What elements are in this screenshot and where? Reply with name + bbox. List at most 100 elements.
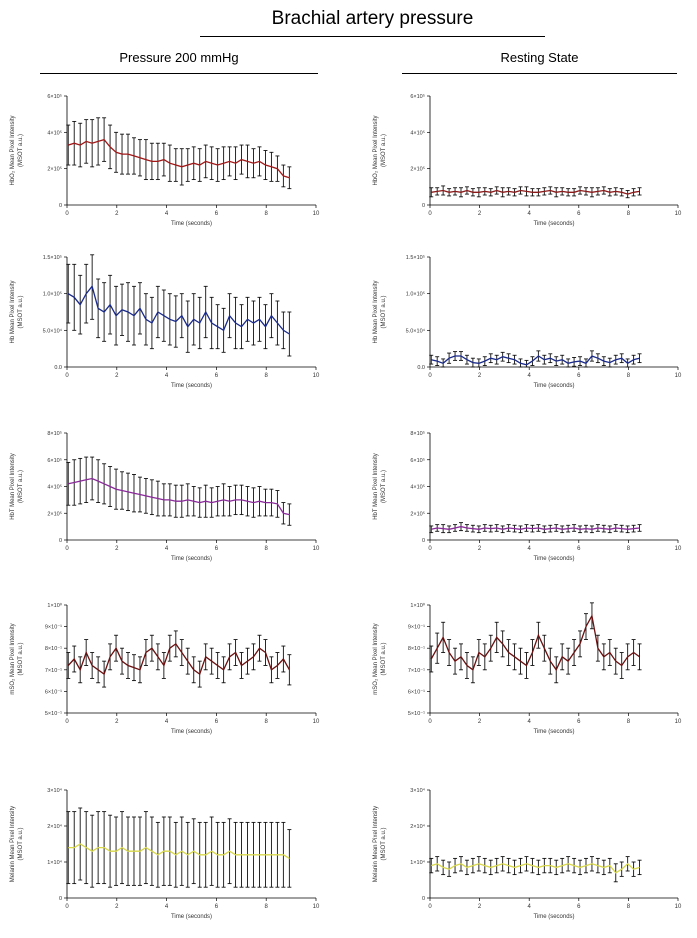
series-line xyxy=(430,613,640,672)
x-tick-label: 0 xyxy=(65,904,69,910)
x-tick-label: 6 xyxy=(215,211,219,217)
y-tick-label: 8×10⁻¹ xyxy=(45,646,62,652)
x-tick-label: 2 xyxy=(478,211,482,217)
x-tick-label: 0 xyxy=(428,546,432,552)
x-tick-label: 0 xyxy=(65,373,69,379)
chart-panel-3: 0.0 5.0×10⁴ 1.0×10⁵ 1.5×10⁵ 0 2 4 6 8 10 Time (sec… xyxy=(373,254,682,389)
y-tick-label: 1×10⁰ xyxy=(410,602,425,609)
y-tick-label: 4×10⁵ xyxy=(47,484,62,491)
x-tick-label: 8 xyxy=(265,211,269,217)
column-rule-resting xyxy=(402,73,677,74)
y-tick-label: 1×10⁴ xyxy=(47,859,62,866)
x-tick-label: 10 xyxy=(313,211,320,217)
x-tick-label: 8 xyxy=(265,373,269,379)
y-tick-label: 7×10⁻¹ xyxy=(45,668,62,674)
y-tick-label: 6×10⁵ xyxy=(410,93,425,100)
y-tick-label: 1×10⁴ xyxy=(410,859,425,866)
y-tick-label: 2×10⁵ xyxy=(47,166,62,173)
y-axis-label: (MSOT a.u.) xyxy=(18,828,24,861)
y-axis-label: (MSOT a.u.) xyxy=(381,296,387,329)
series-line xyxy=(67,284,290,335)
series-line xyxy=(431,862,640,874)
y-tick-label: 6×10⁻¹ xyxy=(45,689,62,695)
y-tick-label: 5.0×10⁴ xyxy=(406,327,426,334)
column-rule-pressure xyxy=(40,73,318,74)
x-tick-label: 10 xyxy=(313,719,320,725)
figure-title: Brachial artery pressure xyxy=(271,8,474,29)
x-tick-label: 6 xyxy=(577,719,581,725)
x-tick-label: 10 xyxy=(675,904,682,910)
y-tick-label: 6×10⁵ xyxy=(47,457,62,464)
x-tick-label: 2 xyxy=(115,373,119,379)
x-axis-label: Time (seconds) xyxy=(171,221,212,227)
error-bars xyxy=(66,630,292,688)
x-tick-label: 4 xyxy=(165,719,169,725)
x-tick-label: 8 xyxy=(265,719,269,725)
y-tick-label: 4×10⁵ xyxy=(410,129,425,136)
y-tick-label: 1.5×10⁵ xyxy=(406,254,425,261)
x-tick-label: 6 xyxy=(577,546,581,552)
y-axis-label: (MSOT a.u.) xyxy=(18,134,24,167)
series-line xyxy=(68,843,290,859)
y-tick-label: 2×10⁵ xyxy=(410,510,425,517)
chart-panel-8: 0 1×10⁴ 2×10⁴ 3×10⁴ 0 2 4 6 8 10 Time (seconds) Mel… xyxy=(10,787,320,920)
x-tick-label: 8 xyxy=(265,904,269,910)
x-tick-label: 4 xyxy=(165,904,169,910)
y-tick-label: 0 xyxy=(422,203,425,209)
x-axis-label: Time (seconds) xyxy=(171,556,212,562)
y-tick-label: 5×10⁻¹ xyxy=(408,711,425,717)
y-axis-label: Hb Mean Pixel Intensity xyxy=(373,280,379,343)
y-axis-label: (MSOT a.u.) xyxy=(18,296,24,329)
x-axis-label: Time (seconds) xyxy=(533,383,574,389)
y-tick-label: 2×10⁴ xyxy=(410,823,425,830)
y-tick-label: 1×10⁰ xyxy=(47,602,62,609)
chart-panel-4: 0 2×10⁵ 4×10⁵ 6×10⁵ 8×10⁵ 0 2 4 6 8 10 Time (second… xyxy=(10,430,320,562)
y-tick-label: 3×10⁴ xyxy=(47,787,62,794)
y-tick-label: 3×10⁴ xyxy=(410,787,425,794)
y-tick-label: 4×10⁵ xyxy=(410,484,425,491)
y-tick-label: 9×10⁻¹ xyxy=(408,625,425,631)
x-axis-label: Time (seconds) xyxy=(533,914,574,920)
y-tick-label: 8×10⁵ xyxy=(410,430,425,437)
x-tick-label: 8 xyxy=(627,373,631,379)
y-tick-label: 7×10⁻¹ xyxy=(408,668,425,674)
y-tick-label: 1.0×10⁵ xyxy=(406,291,425,298)
y-axis-label: (MSOT a.u.) xyxy=(18,470,24,503)
y-tick-label: 5×10⁻¹ xyxy=(45,711,62,717)
y-axis-label: mSO₂ Mean Pixel Intensity xyxy=(10,623,16,694)
y-tick-label: 0.0 xyxy=(54,365,62,371)
series-line xyxy=(68,477,290,516)
x-tick-label: 6 xyxy=(577,373,581,379)
x-tick-label: 0 xyxy=(428,904,432,910)
chart-panel-9: 0 1×10⁴ 2×10⁴ 3×10⁴ 0 2 4 6 8 10 Time (seconds) Mel… xyxy=(373,787,682,920)
series-line xyxy=(431,189,640,195)
y-tick-label: 1.5×10⁵ xyxy=(43,254,62,261)
x-tick-label: 8 xyxy=(627,719,631,725)
x-tick-label: 0 xyxy=(65,546,69,552)
y-tick-label: 4×10⁵ xyxy=(47,129,62,136)
y-tick-label: 0 xyxy=(59,896,62,902)
y-axis-label: HbT Mean Pixel Intensity xyxy=(10,453,16,520)
x-tick-label: 2 xyxy=(115,719,119,725)
error-bars xyxy=(66,254,292,357)
x-tick-label: 2 xyxy=(115,546,119,552)
series-line xyxy=(67,642,290,676)
y-tick-label: 6×10⁵ xyxy=(410,457,425,464)
x-tick-label: 4 xyxy=(528,719,532,725)
y-axis-label: HbO₂ Mean Pixel Intensity xyxy=(10,115,16,185)
chart-panel-5: 0 2×10⁵ 4×10⁵ 6×10⁵ 8×10⁵ 0 2 4 6 8 10 Time (second… xyxy=(373,430,682,562)
chart-panel-7: 5×10⁻¹ 6×10⁻¹ 7×10⁻¹ 8×10⁻¹ 9×10⁻¹ 1×10⁰ 0 2 4 6 8… xyxy=(373,602,682,735)
y-tick-label: 9×10⁻¹ xyxy=(45,625,62,631)
x-tick-label: 2 xyxy=(478,373,482,379)
x-tick-label: 0 xyxy=(428,373,432,379)
y-tick-label: 5.0×10⁴ xyxy=(43,327,63,334)
y-axis-label: (MSOT a.u.) xyxy=(381,828,387,861)
y-tick-label: 1.0×10⁵ xyxy=(43,291,62,298)
x-tick-label: 10 xyxy=(675,546,682,552)
y-axis-label: Melanin Mean Pixel Intensity xyxy=(10,806,16,882)
x-tick-label: 2 xyxy=(478,904,482,910)
x-tick-label: 0 xyxy=(65,719,69,725)
x-tick-label: 2 xyxy=(115,211,119,217)
y-axis-label: Hb Mean Pixel Intensity xyxy=(10,280,16,343)
